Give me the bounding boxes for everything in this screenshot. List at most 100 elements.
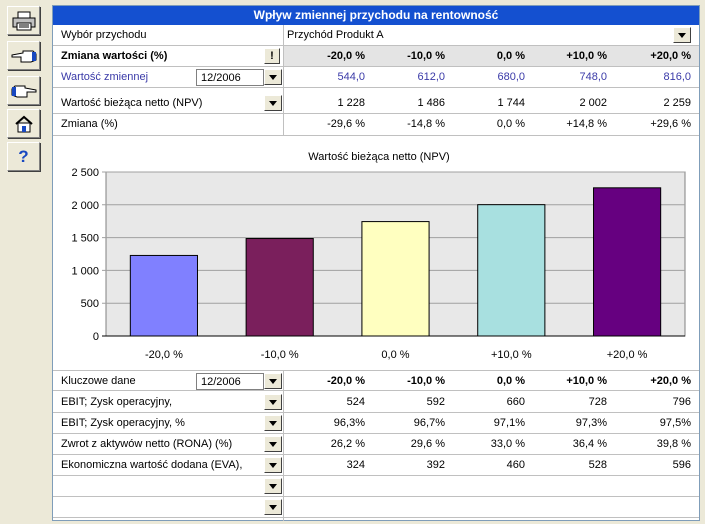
key-data-row: Ekonomiczna wartość dodana (EVA), 324 392 4…: [53, 455, 699, 476]
chevron-down-icon: [269, 100, 277, 106]
variable-value: 816,0: [663, 71, 691, 83]
revenue-choice-label: Wybór przychodu: [61, 29, 147, 41]
key-data-row: EBIT; Zysk operacyjny, 524 592 660 728 796: [53, 392, 699, 413]
change-percent-label: Zmiana (%): [61, 118, 118, 130]
chevron-down-icon: [269, 483, 277, 489]
x-tick-label: -20,0 %: [145, 349, 183, 361]
revenue-choice-row: Wybór przychodu Przychód Produkt A: [53, 25, 699, 46]
chevron-down-icon: [269, 399, 277, 405]
variable-date-dropdown[interactable]: [264, 69, 282, 85]
key-header: +20,0 %: [650, 375, 691, 387]
y-tick-label: 1 000: [71, 265, 99, 277]
x-tick-label: 0,0 %: [381, 349, 409, 361]
chart-title: Wartość bieżąca netto (NPV): [308, 151, 449, 163]
key-data-row-label: Ekonomiczna wartość dodana (EVA),: [61, 459, 243, 471]
chevron-down-icon: [269, 378, 277, 384]
variable-value: 748,0: [579, 71, 607, 83]
change-percent-row: Zmiana (%) -29,6 % -14,8 % 0,0 % +14,8 %…: [53, 114, 699, 136]
key-data-value: [287, 497, 365, 517]
home-icon: [14, 115, 33, 132]
variable-value: 680,0: [497, 71, 525, 83]
chart-bar: [129, 254, 198, 337]
key-header: -20,0 %: [327, 375, 365, 387]
key-data-value: [371, 497, 445, 517]
key-data-header-row: Kluczowe dane 12/2006 -20,0 % -10,0 % 0,…: [53, 370, 699, 391]
change-header: +20,0 %: [650, 50, 691, 62]
key-date-dropdown[interactable]: [264, 373, 282, 389]
help-button[interactable]: ?: [7, 142, 40, 171]
change-percent-value: +14,8 %: [566, 118, 607, 130]
key-data-row-dropdown[interactable]: [264, 499, 282, 515]
y-tick-label: 2 500: [71, 167, 99, 179]
key-data-value: [531, 497, 607, 517]
y-tick-label: 500: [81, 298, 99, 310]
key-data-row-dropdown[interactable]: [264, 436, 282, 452]
key-data-value: [371, 476, 445, 496]
main-panel: Wpływ zmiennej przychodu na rentowność W…: [52, 5, 700, 521]
npv-value: 1 228: [337, 97, 365, 109]
chevron-down-icon: [678, 32, 686, 38]
chevron-down-icon: [269, 441, 277, 447]
chart-bar: [477, 204, 546, 337]
key-data-value: 29,6 %: [410, 438, 445, 450]
key-data-value: 96,3%: [333, 417, 365, 429]
printer-icon: [12, 11, 35, 30]
variable-value: 544,0: [337, 71, 365, 83]
key-data-value: 392: [426, 459, 445, 471]
npv-label: Wartość bieżąca netto (NPV): [61, 97, 203, 109]
key-data-row-dropdown[interactable]: [264, 478, 282, 494]
key-data-row-label: EBIT; Zysk operacyjny, %: [61, 417, 185, 429]
help-icon: ?: [18, 146, 29, 166]
key-data-row-dropdown[interactable]: [264, 394, 282, 410]
chevron-down-icon: [269, 462, 277, 468]
key-data-row-dropdown[interactable]: [264, 457, 282, 473]
change-header: +10,0 %: [566, 50, 607, 62]
change-percent-value: -14,8 %: [407, 118, 445, 130]
hand-left-icon: [11, 50, 36, 62]
variable-date-field[interactable]: 12/2006: [196, 69, 264, 86]
change-header: -10,0 %: [407, 50, 445, 62]
key-data-row: [53, 476, 699, 497]
chevron-down-icon: [269, 74, 277, 80]
key-data-value: 528: [588, 459, 607, 471]
key-data-value: 36,4 %: [572, 438, 607, 450]
key-data-value: [613, 476, 691, 496]
chevron-down-icon: [269, 504, 277, 510]
key-data-row: Zwrot z aktywów netto (RONA) (%) 26,2 % 29…: [53, 434, 699, 455]
y-tick-label: 1 500: [71, 233, 99, 245]
x-tick-label: +10,0 %: [491, 349, 532, 361]
key-data-value: 728: [588, 396, 607, 408]
print-button[interactable]: [7, 6, 40, 35]
back-button[interactable]: [7, 41, 40, 70]
chart-bar: [245, 238, 314, 337]
y-tick-label: 0: [93, 331, 99, 343]
key-data-row-label: Zwrot z aktywów netto (RONA) (%): [61, 438, 233, 450]
variable-value: 612,0: [417, 71, 445, 83]
chart-bar: [361, 221, 430, 337]
variable-value-row: Wartość zmiennej 12/2006 544,0 612,0 680…: [53, 67, 699, 88]
chevron-down-icon: [269, 420, 277, 426]
alert-button[interactable]: !: [264, 48, 280, 64]
npv-value: 1 486: [417, 97, 445, 109]
revenue-choice-value[interactable]: Przychód Produkt A: [287, 29, 384, 41]
key-date-field[interactable]: 12/2006: [196, 373, 264, 390]
npv-chart: Wartość bieżąca netto (NPV) 0 500 1 000 1 5…: [71, 151, 686, 361]
key-data-value: 39,8 %: [656, 438, 691, 450]
key-data-row-dropdown[interactable]: [264, 415, 282, 431]
key-data-value: 524: [346, 396, 365, 408]
npv-value: 2 002: [579, 97, 607, 109]
y-tick-label: 2 000: [71, 200, 99, 212]
change-header-row: Zmiana wartości (%) ! -20,0 % -10,0 % 0,…: [53, 46, 699, 67]
key-data-value: 33,0 %: [490, 438, 525, 450]
npv-value: 2 259: [663, 97, 691, 109]
home-button[interactable]: [7, 109, 40, 138]
key-header: 0,0 %: [496, 375, 525, 387]
npv-dropdown[interactable]: [264, 95, 282, 111]
revenue-choice-dropdown[interactable]: [673, 27, 691, 43]
key-data-value: 660: [506, 396, 525, 408]
key-data-value: [531, 476, 607, 496]
change-label: Zmiana wartości (%): [61, 50, 168, 62]
change-percent-value: +29,6 %: [650, 118, 691, 130]
key-data-value: [451, 476, 525, 496]
forward-button[interactable]: [7, 76, 40, 105]
